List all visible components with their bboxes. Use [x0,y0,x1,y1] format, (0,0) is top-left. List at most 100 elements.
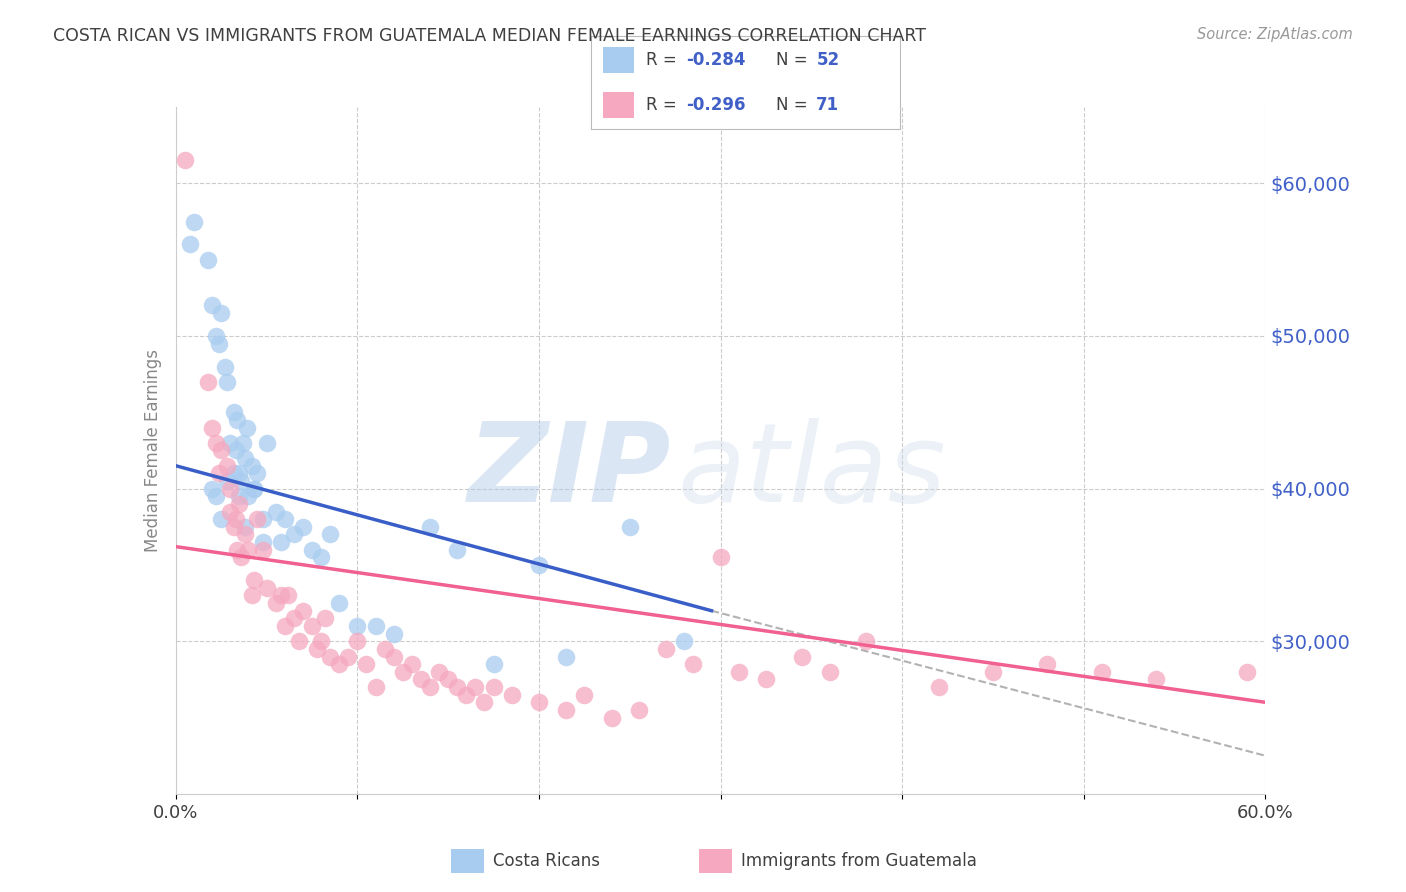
Point [228,497,250,511]
Point [246,512,269,526]
Point [233,520,256,534]
Point [337,649,360,664]
Point [204,329,226,343]
Point [231,474,253,488]
Point [222,405,245,419]
Point [226,542,249,557]
Point [243,573,266,587]
Point [1236,665,1258,679]
Point [209,443,232,458]
Point [231,550,253,565]
Y-axis label: Median Female Earnings: Median Female Earnings [143,349,162,552]
Point [482,657,505,672]
Point [197,375,219,389]
Point [235,420,257,434]
Point [264,596,287,610]
FancyBboxPatch shape [603,92,634,118]
Point [527,695,550,709]
Point [215,458,238,473]
Point [409,673,432,687]
Point [627,703,650,717]
Point [270,535,292,549]
Point [246,467,269,481]
Point [482,680,505,694]
FancyBboxPatch shape [699,849,733,873]
Point [243,482,266,496]
Point [277,589,299,603]
Point [328,657,350,672]
Point [201,298,224,312]
Point [183,214,205,228]
Point [201,420,224,434]
Point [314,611,336,625]
Point [346,634,368,648]
Point [682,657,704,672]
Point [655,641,678,656]
Point [225,512,247,526]
Point [228,467,250,481]
Point [209,306,232,320]
Point [419,680,441,694]
Point [256,435,278,450]
Point [319,527,342,541]
Point [222,467,245,481]
Text: R =: R = [647,51,682,69]
Point [291,520,314,534]
Point [619,520,641,534]
Point [201,482,224,496]
Point [1091,665,1114,679]
Point [283,527,305,541]
Point [233,527,256,541]
Point [474,695,496,709]
Point [215,474,238,488]
Point [214,359,236,374]
Point [291,604,314,618]
Point [219,482,242,496]
Text: -0.284: -0.284 [686,51,747,69]
Text: Costa Ricans: Costa Ricans [492,852,600,871]
Point [173,153,195,168]
Point [301,619,323,633]
Point [219,435,242,450]
Point [238,489,260,503]
Point [555,703,578,717]
Point [219,504,242,518]
Point [755,673,778,687]
Point [309,550,332,565]
Point [555,649,578,664]
Point [209,512,232,526]
Point [215,375,238,389]
Text: atlas: atlas [678,417,946,524]
Point [346,619,368,633]
Point [437,673,460,687]
Point [238,542,260,557]
Point [301,542,323,557]
Text: Immigrants from Guatemala: Immigrants from Guatemala [741,852,977,871]
Point [446,542,468,557]
Point [928,680,950,694]
Point [574,688,596,702]
Text: ZIP: ZIP [468,417,672,524]
Point [283,611,305,625]
Point [328,596,350,610]
Point [356,657,378,672]
Point [382,626,405,640]
Point [307,641,329,656]
Text: 52: 52 [817,51,839,69]
Point [274,619,297,633]
Point [270,589,292,603]
Point [364,680,387,694]
Point [197,252,219,267]
Point [222,520,245,534]
Point [309,634,332,648]
Point [179,237,201,252]
Point [1146,673,1168,687]
Point [391,665,413,679]
Text: N =: N = [776,96,813,114]
Point [226,413,249,427]
Point [419,520,441,534]
Point [710,550,733,565]
Point [274,512,297,526]
Point [256,581,278,595]
Point [374,641,396,656]
